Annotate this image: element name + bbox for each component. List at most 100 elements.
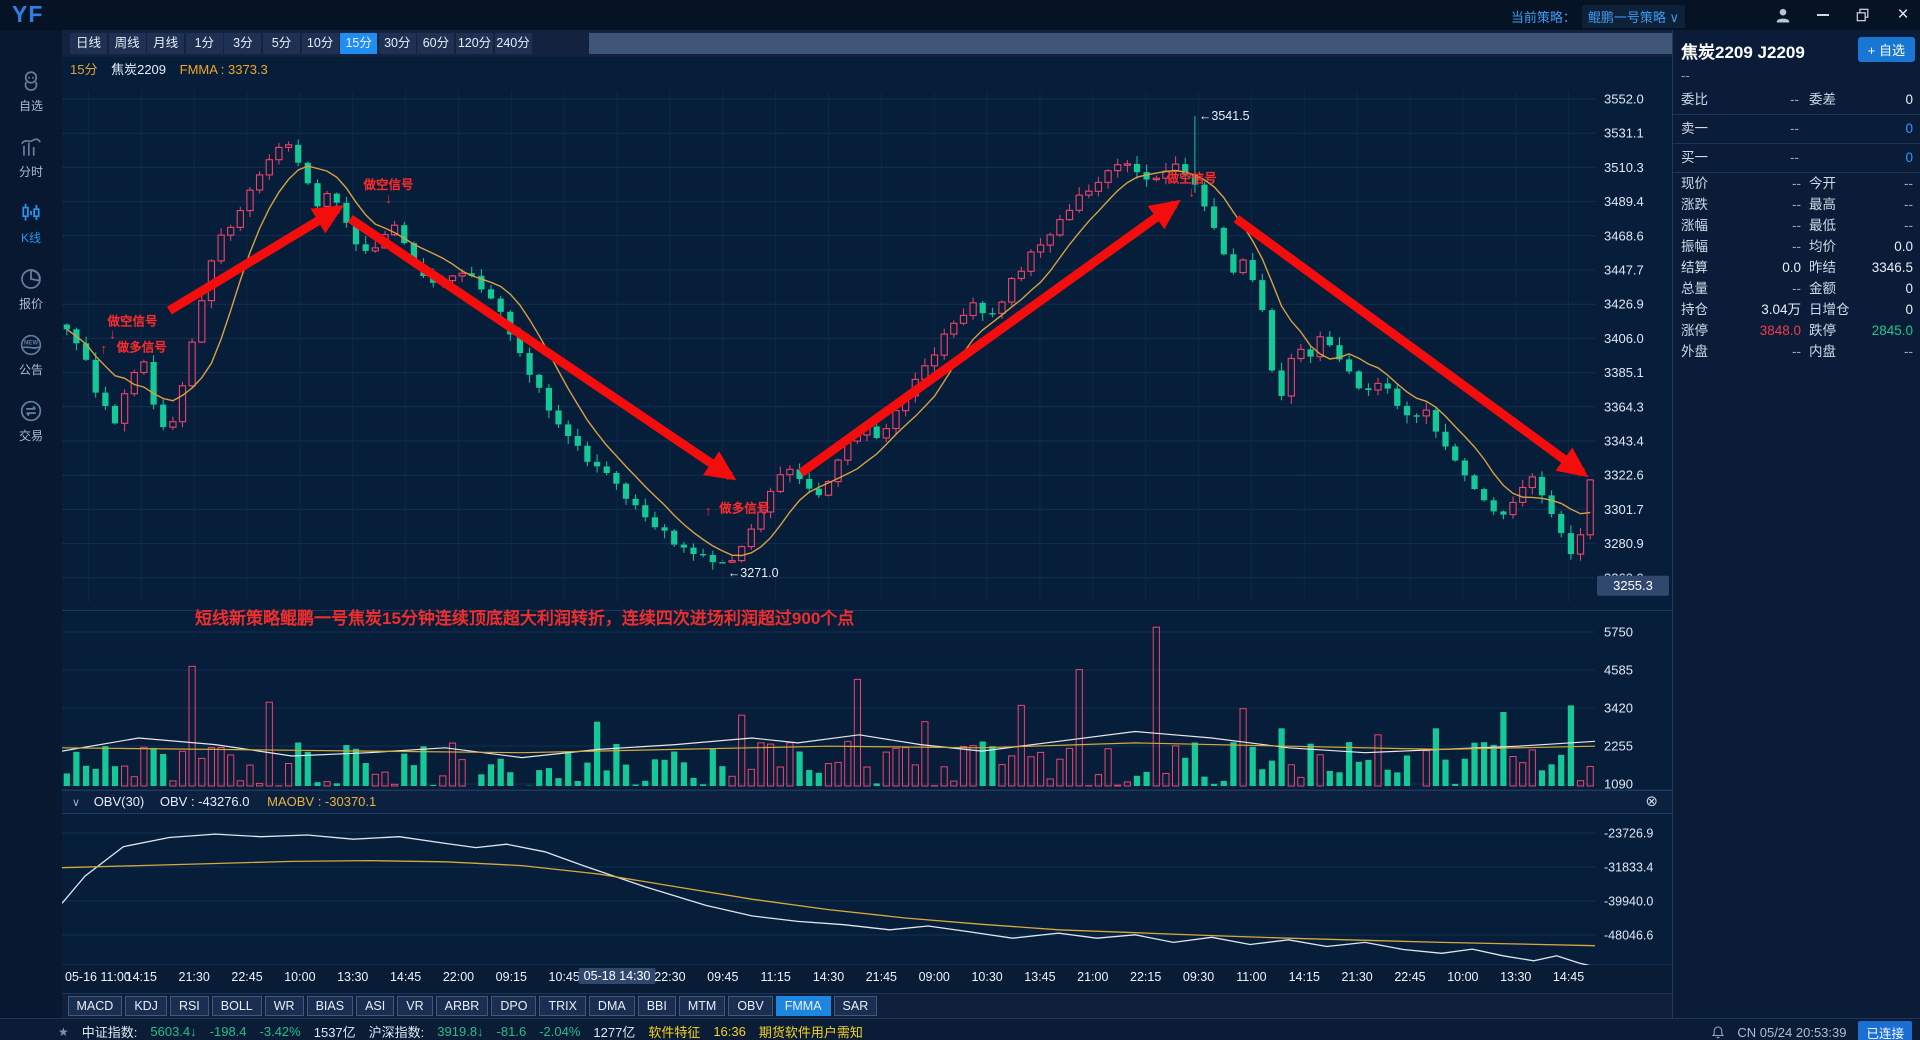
time-axis-label: 10:00 xyxy=(284,970,316,984)
volume-axis-label: 4585 xyxy=(1604,663,1633,678)
connection-status-badge[interactable]: 已连接 xyxy=(1858,1021,1912,1040)
indicator-tab-KDJ[interactable]: KDJ xyxy=(125,996,167,1016)
tabs-strip: →| xyxy=(589,33,1718,54)
close-pane-icon[interactable]: ⊗ xyxy=(1645,793,1658,810)
quote-label: 今开 xyxy=(1809,176,1836,191)
quote-stat-涨幅: 涨幅 -- 最低 -- xyxy=(1673,215,1920,236)
minimize-button[interactable] xyxy=(1814,6,1832,24)
chart-area[interactable]: 3552.0 3531.1 3510.3 3489.4 3468.6 3447.7 3426… xyxy=(61,57,1672,977)
obv-indicator-name: OBV(30) xyxy=(93,794,145,809)
time-axis-label: 22:00 xyxy=(442,970,475,984)
bell-icon[interactable] xyxy=(1711,1025,1725,1040)
quote-label: 涨跌 xyxy=(1681,197,1708,212)
volume-ma-lines xyxy=(61,730,1596,759)
price-axis-label: 3552.0 xyxy=(1604,92,1644,107)
timeframe-tab-15分[interactable]: 15分 xyxy=(340,33,378,54)
chart-symbol-label: 焦炭2209 xyxy=(111,62,167,77)
timeframe-tab-60分[interactable]: 60分 xyxy=(417,33,455,54)
timeframe-tab-周线[interactable]: 周线 xyxy=(108,33,146,54)
timeframe-tab-3分[interactable]: 3分 xyxy=(224,33,262,54)
quote-value: 3848.0 xyxy=(1759,323,1801,338)
indicator-tab-MACD[interactable]: MACD xyxy=(67,996,123,1016)
quote-value: -- xyxy=(1790,150,1799,165)
indicator-tab-ARBR[interactable]: ARBR xyxy=(435,996,489,1016)
indicator-tab-RSI[interactable]: RSI xyxy=(169,996,209,1016)
time-axis-label: 21:00 xyxy=(1077,970,1109,984)
timeframe-tab-240分[interactable]: 240分 xyxy=(494,33,532,54)
indicator-tab-BIAS[interactable]: BIAS xyxy=(306,996,354,1016)
sidebar-item-交易[interactable]: 交易 xyxy=(0,398,62,444)
sidebar-item-分时[interactable]: 分时 xyxy=(0,134,62,180)
quote-value: 0 xyxy=(1905,150,1913,165)
quote-label: 昨结 xyxy=(1809,260,1836,275)
vertical-gridlines xyxy=(87,91,1570,602)
quote-label: 金额 xyxy=(1809,281,1836,296)
chevron-down-icon[interactable]: ∨ xyxy=(72,797,81,809)
strategy-label: 当前策略： xyxy=(1510,10,1576,25)
quote-value: -- xyxy=(1792,197,1801,212)
time-axis-label: 22:15 xyxy=(1130,970,1162,984)
indicator-tab-WR[interactable]: WR xyxy=(264,996,304,1016)
kline-chart-svg[interactable]: 3552.0 3531.1 3510.3 3489.4 3468.6 3447.7 3426… xyxy=(61,57,1672,977)
indicator-tab-DMA[interactable]: DMA xyxy=(588,996,635,1016)
timeframe-tab-5分[interactable]: 5分 xyxy=(263,33,300,54)
indicator-tab-SAR[interactable]: SAR xyxy=(833,996,878,1016)
indicator-tab-OBV[interactable]: OBV xyxy=(728,996,773,1016)
timeframe-tab-月线[interactable]: 月线 xyxy=(147,33,185,54)
quote-panel: 焦炭2209 J2209 + 自选 -- 委比 -- 委差 0 卖一 -- 0 买一 -- 0 现价… xyxy=(1672,30,1920,1018)
add-watchlist-button[interactable]: + 自选 xyxy=(1857,37,1915,62)
signal-annotations: 做空信号↓做多信号↑做空信号↓做多信号↑做空信号↓ xyxy=(100,171,1217,519)
timeframe-tab-日线[interactable]: 日线 xyxy=(70,33,107,54)
close-button[interactable]: × xyxy=(1897,4,1909,25)
timeframe-tab-30分[interactable]: 30分 xyxy=(378,33,416,54)
quote-label: 外盘 xyxy=(1681,344,1708,359)
quote-label: 现价 xyxy=(1681,176,1708,191)
indicator-tab-VR[interactable]: VR xyxy=(397,996,433,1016)
sidebar-item-K线[interactable]: K线 xyxy=(0,200,62,246)
contract-title: 焦炭2209 J2209 xyxy=(1681,43,1805,62)
restore-button[interactable] xyxy=(1854,6,1872,24)
timeframe-tab-10分[interactable]: 10分 xyxy=(301,33,339,54)
indicator-tab-ASI[interactable]: ASI xyxy=(356,996,395,1016)
status-segment: 1537亿 xyxy=(313,1025,356,1040)
app-logo: YF xyxy=(12,1,44,27)
time-axis-highlight: 05-18 14:30 xyxy=(578,968,656,984)
quote-value: -- xyxy=(1792,281,1801,296)
indicator-tab-TRIX[interactable]: TRIX xyxy=(539,996,586,1016)
indicator-tabs-row: MACD KDJ RSI BOLL WR BIAS ASI VR ARBR DPO TRIX DMA B… xyxy=(62,993,1672,1019)
quote-rows: 委比 -- 委差 0 卖一 -- 0 买一 -- 0 现价 -- 今开 -- 涨跌 -- 最高 -- 涨幅 -- 最低 -… xyxy=(1673,86,1920,362)
indicator-tab-BBI[interactable]: BBI xyxy=(637,996,676,1016)
timeframe-tab-120分[interactable]: 120分 xyxy=(456,33,493,54)
sidebar-item-报价[interactable]: 报价 xyxy=(0,266,62,312)
indicator-tab-DPO[interactable]: DPO xyxy=(491,996,537,1016)
sidebar-item-自选[interactable]: 自选 xyxy=(0,68,62,114)
status-segment: 1277亿 xyxy=(593,1025,636,1040)
strategy-dropdown[interactable]: 鲲鹏一号策略 ∨ xyxy=(1581,5,1685,28)
status-segment: 沪深指数: xyxy=(368,1025,425,1040)
quote-label: 跌停 xyxy=(1809,323,1836,338)
quote-row-买一: 买一 -- 0 xyxy=(1673,144,1920,173)
quote-value: -- xyxy=(1790,121,1799,136)
quote-value: -- xyxy=(1792,344,1801,359)
price-axis-label: 3343.4 xyxy=(1604,434,1644,449)
price-axis-label: 3385.1 xyxy=(1604,365,1644,380)
quote-label: 结算 xyxy=(1681,260,1708,275)
timeframe-tab-1分[interactable]: 1分 xyxy=(185,33,223,54)
indicator-tab-FMMA[interactable]: FMMA xyxy=(775,996,831,1016)
quote-label: 最高 xyxy=(1809,197,1836,212)
pin-icon[interactable]: ★ xyxy=(58,1024,69,1039)
time-axis-label: 10:00 xyxy=(1447,970,1479,984)
strategy-selector[interactable]: 当前策略： 鲲鹏一号策略 ∨ xyxy=(1511,5,1685,28)
indicator-tab-MTM[interactable]: MTM xyxy=(678,996,726,1016)
indicator-tab-BOLL[interactable]: BOLL xyxy=(211,996,262,1016)
sidebar: 自选分时 K线报价 NEW 公告交易 xyxy=(0,30,62,1040)
sidebar-item-label: 自选 xyxy=(18,99,43,113)
price-axis-label: 3510.3 xyxy=(1604,160,1644,175)
sidebar-item-label: K线 xyxy=(20,231,41,245)
sidebar-item-公告[interactable]: NEW 公告 xyxy=(0,332,62,378)
user-avatar-icon[interactable] xyxy=(1774,6,1792,24)
quote-row-委比: 委比 -- 委差 0 xyxy=(1673,86,1920,115)
volume-axis-label: 2255 xyxy=(1604,739,1633,754)
quote-value: -- xyxy=(1904,197,1913,212)
sidebar-item-label: 报价 xyxy=(18,297,43,311)
